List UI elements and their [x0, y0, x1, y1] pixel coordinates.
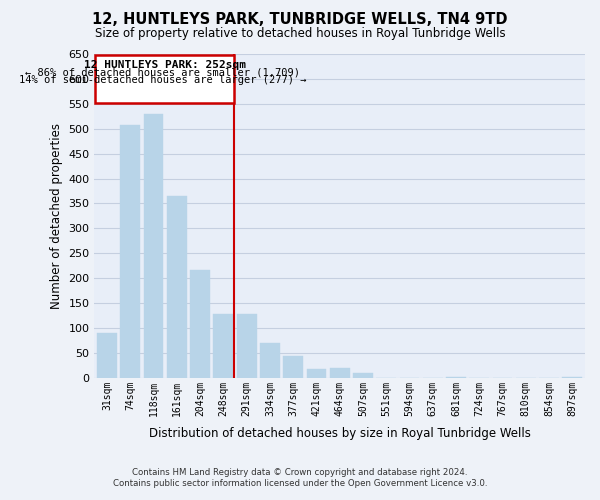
Bar — [330, 368, 350, 378]
Bar — [167, 196, 187, 378]
Text: ← 86% of detached houses are smaller (1,709): ← 86% of detached houses are smaller (1,… — [25, 68, 300, 78]
Bar — [446, 377, 466, 378]
Bar — [562, 377, 582, 378]
Y-axis label: Number of detached properties: Number of detached properties — [50, 123, 63, 309]
Bar — [283, 356, 303, 378]
Text: Size of property relative to detached houses in Royal Tunbridge Wells: Size of property relative to detached ho… — [95, 28, 505, 40]
Text: 12 HUNTLEYS PARK: 252sqm: 12 HUNTLEYS PARK: 252sqm — [83, 60, 245, 70]
Bar — [95, 55, 234, 103]
Bar — [237, 314, 257, 378]
Bar — [260, 343, 280, 378]
Bar — [307, 369, 326, 378]
Text: Contains HM Land Registry data © Crown copyright and database right 2024.
Contai: Contains HM Land Registry data © Crown c… — [113, 468, 487, 487]
Bar — [144, 114, 163, 378]
Bar — [353, 373, 373, 378]
Bar — [214, 314, 233, 378]
Text: 12, HUNTLEYS PARK, TUNBRIDGE WELLS, TN4 9TD: 12, HUNTLEYS PARK, TUNBRIDGE WELLS, TN4 … — [92, 12, 508, 28]
Bar — [121, 125, 140, 378]
X-axis label: Distribution of detached houses by size in Royal Tunbridge Wells: Distribution of detached houses by size … — [149, 427, 530, 440]
Bar — [190, 270, 210, 378]
Bar — [97, 332, 117, 378]
Text: 14% of semi-detached houses are larger (277) →: 14% of semi-detached houses are larger (… — [19, 76, 306, 86]
